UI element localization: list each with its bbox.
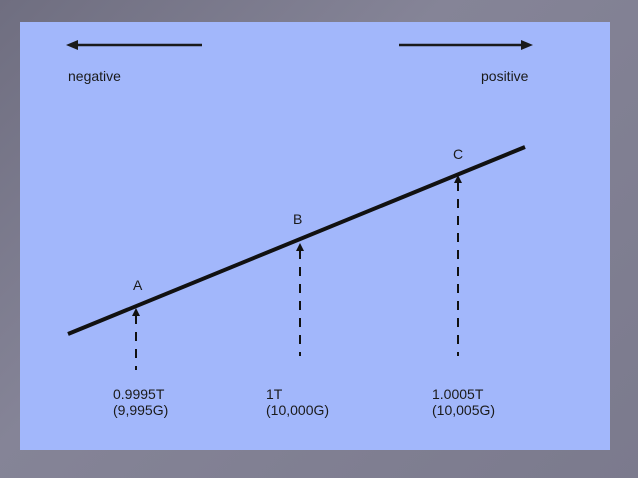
field-gradient-line [67, 145, 526, 336]
negative-direction-arrow [66, 40, 202, 50]
point-c-value: 1.0005T (10,005G) [432, 386, 495, 418]
point-c-gauss: (10,005G) [432, 402, 496, 418]
point-c-tesla: 1.0005T [432, 386, 484, 402]
field-gradient-diagram [66, 40, 533, 370]
point-c-label: C [453, 146, 464, 162]
point-b-value: 1T (10,000G) [266, 386, 329, 418]
negative-label: negative [68, 68, 121, 84]
point-a-value: 0.9995T (9,995G) [113, 386, 168, 418]
point-b-tesla: 1T [266, 386, 283, 402]
pointer-c [454, 175, 462, 356]
diagram-panel: negative positive A B C 0.9995T (9,995G)… [20, 22, 610, 450]
pointer-a [132, 308, 140, 370]
point-a-tesla: 0.9995T [113, 386, 165, 402]
positive-label: positive [481, 68, 529, 84]
pointer-b [296, 243, 304, 356]
point-a-gauss: (9,995G) [113, 402, 169, 418]
point-b-label: B [293, 211, 303, 227]
point-a-label: A [133, 277, 143, 293]
positive-direction-arrow [399, 40, 533, 50]
point-b-gauss: (10,000G) [266, 402, 330, 418]
